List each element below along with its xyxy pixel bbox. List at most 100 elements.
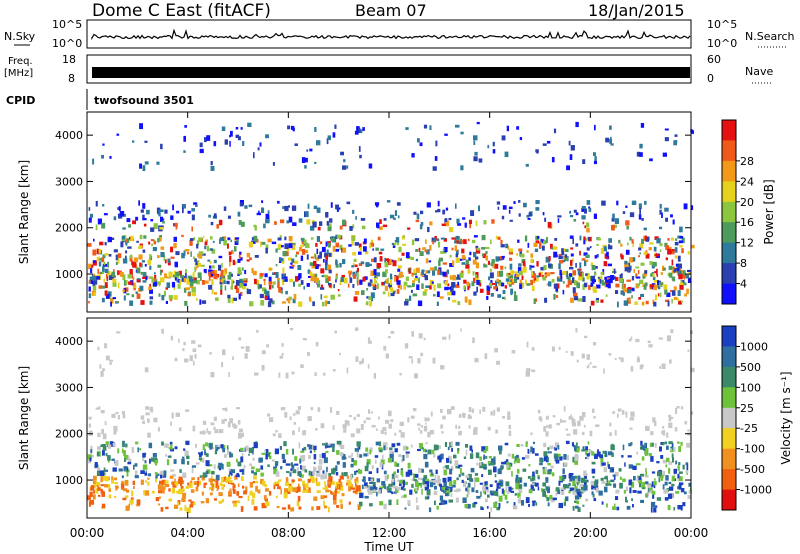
heatmap-cell <box>327 276 331 282</box>
heatmap-cell <box>205 442 208 447</box>
heatmap-cell <box>401 495 405 499</box>
heatmap-cell <box>121 411 125 415</box>
heatmap-cell <box>336 505 340 508</box>
heatmap-cell <box>419 142 423 147</box>
heatmap-cell <box>214 498 217 501</box>
heatmap-cell <box>687 251 690 255</box>
colorbar-segment <box>722 448 736 470</box>
heatmap-cell <box>543 442 547 448</box>
heatmap-cell <box>219 276 222 280</box>
heatmap-cell <box>365 447 369 452</box>
heatmap-cell <box>305 488 309 493</box>
heatmap-cell <box>492 282 495 285</box>
heatmap-cell <box>589 430 593 437</box>
heatmap-cell <box>142 464 148 471</box>
heatmap-cell <box>114 301 119 304</box>
heatmap-cell <box>510 288 514 295</box>
heatmap-cell <box>678 484 682 490</box>
heatmap-cell <box>539 271 543 276</box>
heatmap-cell <box>150 409 154 413</box>
heatmap-cell <box>325 277 329 283</box>
heatmap-cell <box>202 457 205 463</box>
heatmap-cell <box>424 275 428 281</box>
heatmap-cell <box>458 464 463 467</box>
heatmap-cell <box>301 239 304 245</box>
heatmap-cell <box>468 425 471 429</box>
heatmap-cell <box>200 501 205 504</box>
heatmap-cell <box>539 242 542 248</box>
heatmap-cell <box>332 494 337 500</box>
noise-sky-label: N.Sky <box>4 30 36 43</box>
heatmap-cell <box>583 282 588 288</box>
heatmap-cell <box>323 295 328 299</box>
heatmap-cell <box>202 420 207 425</box>
heatmap-cell <box>570 215 574 218</box>
heatmap-cell <box>561 420 566 423</box>
heatmap-cell <box>673 268 678 273</box>
heatmap-cell <box>107 455 111 461</box>
heatmap-cell <box>678 300 682 305</box>
heatmap-cell <box>340 151 344 156</box>
heatmap-cell <box>380 459 385 465</box>
heatmap-cell <box>150 239 154 242</box>
heatmap-cell <box>381 281 384 285</box>
heatmap-cell <box>491 458 496 463</box>
colorbar-tick-label: 8 <box>740 257 747 270</box>
heatmap-cell <box>680 441 683 446</box>
heatmap-cell <box>232 356 234 361</box>
heatmap-cell <box>307 269 310 274</box>
heatmap-cell <box>90 279 94 284</box>
heatmap-cell <box>214 478 217 482</box>
heatmap-cell <box>202 472 207 478</box>
heatmap-cell <box>292 448 294 455</box>
heatmap-cell <box>653 301 657 307</box>
heatmap-cell <box>547 457 550 461</box>
heatmap-cell <box>630 411 635 417</box>
heatmap-cell <box>455 489 459 493</box>
heatmap-cell <box>661 363 666 369</box>
heatmap-cell <box>387 457 393 463</box>
heatmap-cell <box>429 429 435 435</box>
heatmap-cell <box>383 445 386 451</box>
heatmap-cell <box>94 483 97 488</box>
heatmap-cell <box>413 407 417 412</box>
heatmap-cell <box>508 430 512 437</box>
heatmap-cell <box>360 261 365 265</box>
heatmap-cell <box>205 460 210 467</box>
heatmap-cell <box>421 269 425 275</box>
heatmap-cell <box>164 443 169 448</box>
heatmap-cell <box>583 424 586 428</box>
heatmap-cell <box>645 470 647 476</box>
colorbar-tick-label: 16 <box>740 216 754 229</box>
heatmap-cell <box>100 476 103 483</box>
heatmap-cell <box>259 274 263 279</box>
heatmap-cell <box>393 291 395 295</box>
heatmap-cell <box>108 460 110 463</box>
heatmap-cell <box>213 416 217 422</box>
heatmap-cell <box>535 502 538 506</box>
heatmap-cell <box>620 255 624 260</box>
heatmap-cell <box>104 282 108 289</box>
heatmap-cell <box>405 276 409 281</box>
heatmap-cell <box>316 257 320 261</box>
heatmap-cell <box>411 331 414 337</box>
heatmap-cell <box>621 410 625 415</box>
heatmap-cell <box>472 337 475 344</box>
heatmap-cell <box>123 280 127 286</box>
heatmap-cell <box>465 444 469 448</box>
heatmap-cell <box>113 249 118 253</box>
heatmap-cell <box>218 492 223 496</box>
heatmap-cell <box>335 263 339 268</box>
heatmap-cell <box>530 258 533 263</box>
heatmap-cell <box>641 444 644 450</box>
heatmap-cell <box>577 507 581 512</box>
heatmap-cell <box>622 292 625 296</box>
heatmap-cell <box>595 487 599 493</box>
heatmap-cell <box>675 491 680 494</box>
heatmap-cell <box>650 501 656 508</box>
heatmap-cell <box>302 448 304 452</box>
heatmap-cell <box>282 267 285 273</box>
heatmap-cell <box>585 273 590 277</box>
heatmap-cell <box>102 204 105 207</box>
heatmap-cell <box>600 457 604 463</box>
